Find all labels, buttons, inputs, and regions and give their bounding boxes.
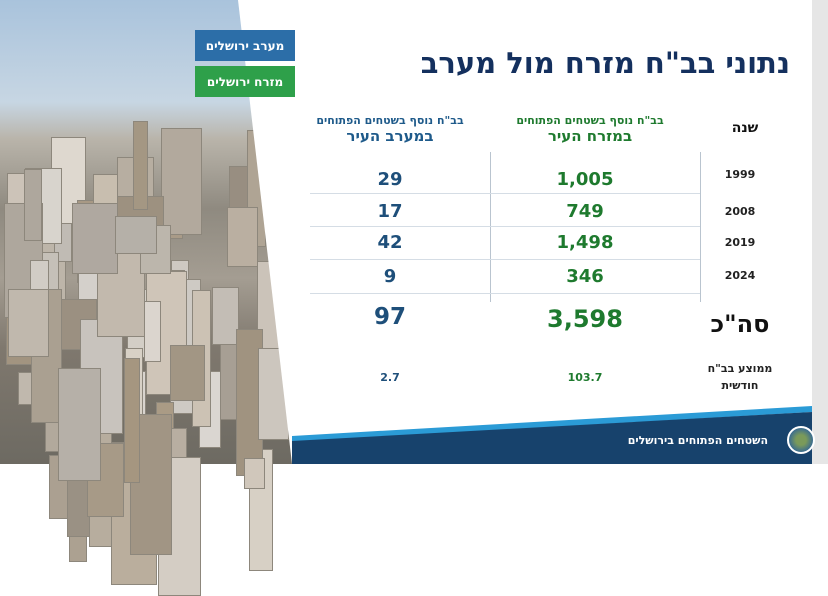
- building-shape: [58, 367, 101, 481]
- east-value: 749: [566, 201, 604, 222]
- row-divider: [310, 226, 700, 227]
- footer-text: השטחים הפתוחים בירושלים: [627, 434, 768, 447]
- east-total: 3,598: [547, 305, 623, 333]
- west-header-small: בב"ח נוסף בשטחים הפתוחים: [316, 114, 464, 127]
- west-value: 42: [377, 232, 403, 253]
- year-value: 2019: [724, 236, 756, 249]
- east-header-small: בב"ח נוסף בשטחים הפתוחים: [516, 114, 664, 127]
- building-shape: [8, 288, 49, 358]
- building-shape: [144, 301, 161, 362]
- west-value: 17: [377, 201, 403, 222]
- west-total: 97: [373, 304, 406, 330]
- window-edge: [812, 0, 828, 464]
- year-value: 1999: [724, 168, 756, 181]
- building-shape: [212, 287, 240, 346]
- east-column-header: בב"ח נוסף בשטחים הפתוחים במזרח העיר: [495, 114, 685, 145]
- building-shape: [23, 168, 42, 242]
- west-jerusalem-button[interactable]: מערב ירושלים: [195, 30, 295, 61]
- row-divider: [310, 293, 700, 294]
- east-header-large: במזרח העיר: [547, 127, 633, 145]
- west-average: 2.7: [380, 371, 400, 384]
- east-jerusalem-button[interactable]: מזרח ירושלים: [195, 66, 295, 97]
- slide-panel: [0, 0, 812, 464]
- column-divider: [700, 152, 701, 302]
- building-shape: [132, 121, 148, 210]
- year-header: שנה: [731, 120, 759, 136]
- building-shape: [71, 202, 118, 275]
- building-shape: [226, 206, 258, 268]
- row-divider: [310, 193, 700, 194]
- building-shape: [244, 458, 265, 489]
- column-divider: [490, 152, 491, 302]
- east-value: 1,498: [556, 232, 614, 253]
- average-label-line1: ממוצע בב"ח: [707, 362, 773, 375]
- east-value: 346: [566, 266, 604, 287]
- east-average: 103.7: [567, 371, 603, 384]
- west-header-large: במערב העיר: [346, 127, 434, 145]
- west-column-header: בב"ח נוסף בשטחים הפתוחים במערב העיר: [290, 114, 490, 145]
- emblem-icon: [787, 426, 815, 454]
- average-label: ממוצע בב"ח חודשית: [695, 360, 785, 394]
- east-value: 1,005: [556, 169, 614, 190]
- average-label-line2: חודשית: [721, 379, 759, 392]
- building-shape: [115, 216, 157, 255]
- west-value: 29: [377, 169, 403, 190]
- page-title: נתוני בב"ח מזרח מול מערב: [420, 46, 790, 80]
- total-label: סה"כ: [710, 310, 770, 338]
- building-shape: [170, 344, 205, 401]
- year-value: 2008: [724, 205, 756, 218]
- year-value: 2024: [724, 269, 756, 282]
- west-value: 9: [383, 266, 397, 287]
- building-shape: [160, 128, 202, 236]
- row-divider: [310, 259, 700, 260]
